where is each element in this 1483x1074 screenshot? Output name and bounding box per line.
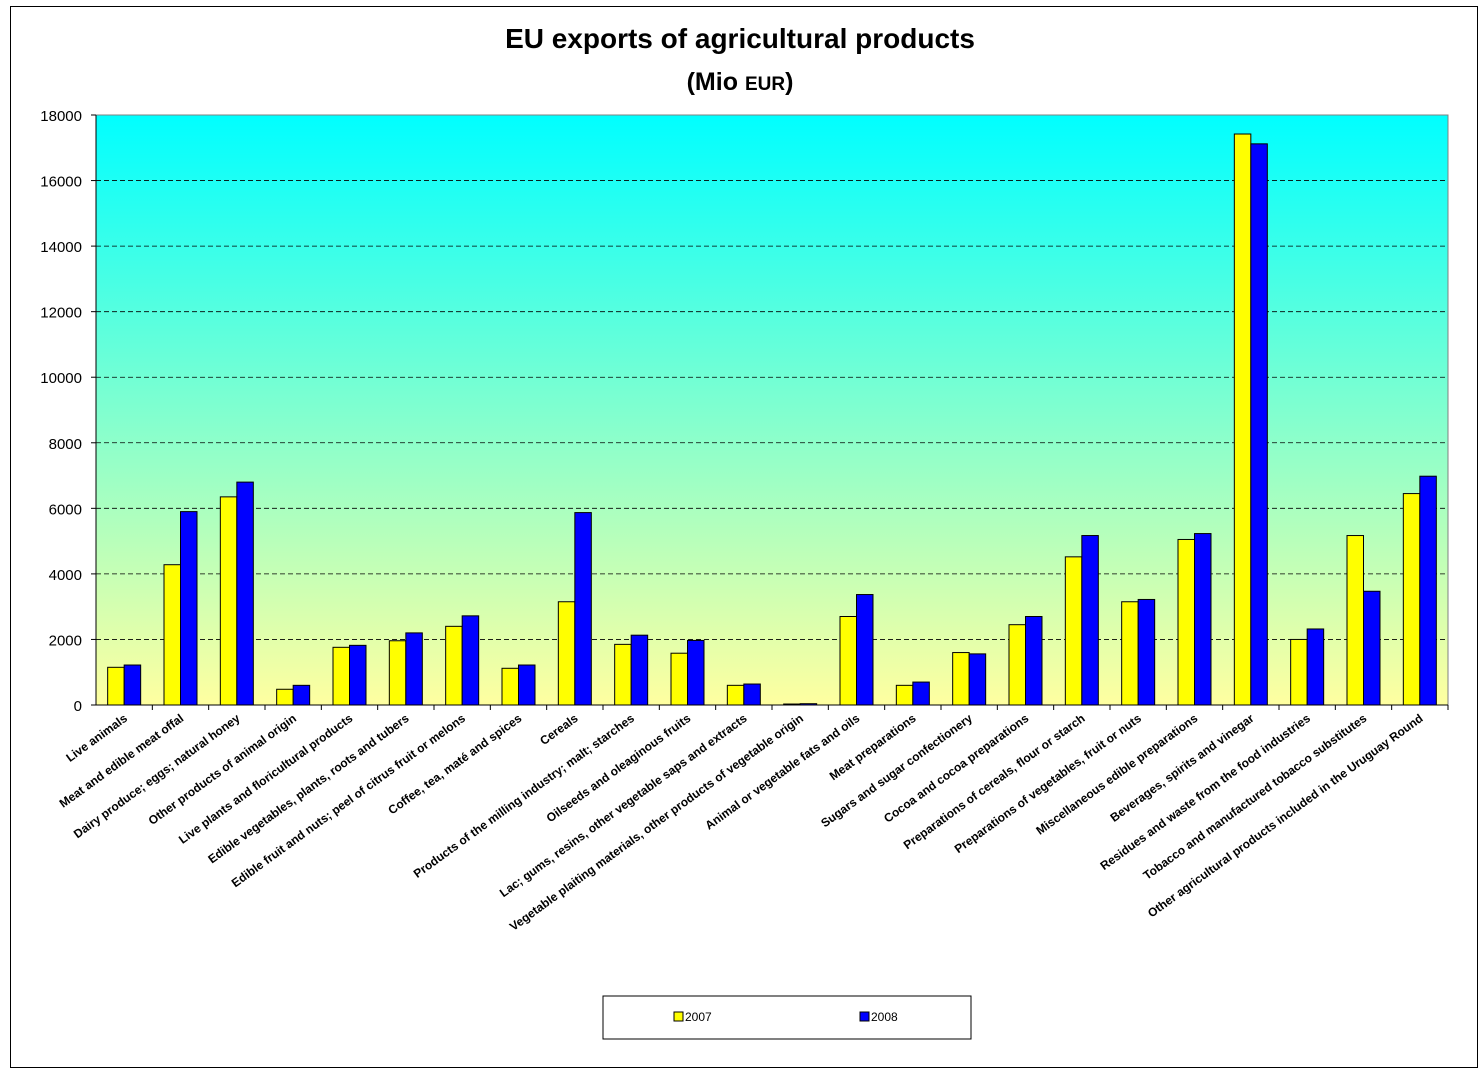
bar-2008-10 <box>687 639 705 706</box>
bar-2007-8 <box>557 601 576 706</box>
bar-2008-8 <box>574 512 592 706</box>
x-tick-label: Edible vegetables, plants, roots and tub… <box>205 711 411 866</box>
legend-swatch-2007 <box>673 1011 684 1022</box>
bar-2008-6 <box>461 615 480 706</box>
y-tick-label: 6000 <box>49 501 82 518</box>
bar-2008-17 <box>1081 535 1099 706</box>
y-tick-label: 16000 <box>40 174 82 191</box>
plot-area <box>95 114 1449 706</box>
bar-2007-7 <box>501 667 519 706</box>
chart-title: EU exports of agricultural products <box>505 23 975 54</box>
bar-2007-0 <box>107 666 125 706</box>
x-tick-label: Lac; gums, resins, other vegetable saps … <box>497 711 750 900</box>
y-tick-label: 14000 <box>40 239 82 256</box>
legend-swatch-2008 <box>859 1011 870 1022</box>
bar-2008-3 <box>292 684 311 706</box>
bar-2007-20 <box>1233 133 1252 706</box>
bar-2008-1 <box>180 511 198 706</box>
bar-2008-21 <box>1306 628 1325 706</box>
bar-2007-14 <box>895 684 914 706</box>
y-tick-label: 0 <box>74 698 82 715</box>
bar-2007-21 <box>1290 638 1308 706</box>
bar-2007-5 <box>388 640 407 706</box>
x-tick-label: Residues and waste from the food industr… <box>1098 711 1314 873</box>
y-tick-label: 8000 <box>49 436 82 453</box>
bar-2007-16 <box>1008 624 1026 706</box>
bar-2007-6 <box>445 625 463 706</box>
bar-2007-22 <box>1346 535 1364 706</box>
bar-2008-14 <box>912 681 930 706</box>
y-tick-label: 2000 <box>49 632 82 649</box>
bar-2007-17 <box>1064 556 1083 706</box>
bar-2007-1 <box>163 564 181 706</box>
bar-2007-11 <box>726 684 745 706</box>
subtitle-suffix: ) <box>785 68 793 96</box>
y-tick-label: 12000 <box>40 305 82 322</box>
bar-2007-2 <box>219 496 238 706</box>
bar-2007-15 <box>952 652 970 706</box>
bar-2007-4 <box>332 646 350 706</box>
bar-2008-11 <box>743 683 761 706</box>
bar-2008-13 <box>856 594 874 706</box>
bar-2008-15 <box>968 653 987 706</box>
bar-2007-9 <box>614 643 632 706</box>
bar-2008-5 <box>405 632 423 706</box>
subtitle-prefix: (Mio <box>687 68 745 96</box>
bars <box>107 133 1437 706</box>
chart-subtitle: (Mio EUR) <box>687 68 794 96</box>
bar-2008-19 <box>1194 533 1212 706</box>
y-tick-label: 4000 <box>49 567 82 584</box>
bar-2007-3 <box>276 688 294 706</box>
bar-2007-19 <box>1177 538 1195 706</box>
legend-label-2007: 2007 <box>685 1010 712 1024</box>
x-tick-label: Cereals <box>537 711 581 748</box>
bar-2008-4 <box>349 644 367 706</box>
legend-label-2008: 2008 <box>871 1010 898 1024</box>
bar-2007-13 <box>839 616 857 706</box>
legend: 2007 2008 <box>602 995 972 1040</box>
bar-2008-16 <box>1025 616 1043 706</box>
bar-2007-10 <box>670 652 688 706</box>
bar-2008-9 <box>630 634 649 706</box>
y-axis-ticks: 0 2000 4000 6000 8000 10000 12000 14000 16000 180… <box>40 108 96 715</box>
bar-2008-23 <box>1419 475 1437 706</box>
subtitle-unit: EUR <box>745 74 785 95</box>
legend-box <box>602 995 972 1040</box>
bar-2007-18 <box>1121 601 1139 706</box>
bar-2007-23 <box>1402 493 1421 706</box>
bar-2008-7 <box>518 664 536 706</box>
gridlines <box>96 180 1448 640</box>
bar-2008-18 <box>1137 598 1156 706</box>
bar-2008-22 <box>1363 590 1381 706</box>
y-tick-label: 18000 <box>40 108 82 125</box>
y-tick-label: 10000 <box>40 370 82 387</box>
bar-2008-20 <box>1250 143 1268 706</box>
bar-2008-0 <box>123 664 142 706</box>
bar-2008-2 <box>236 481 254 706</box>
